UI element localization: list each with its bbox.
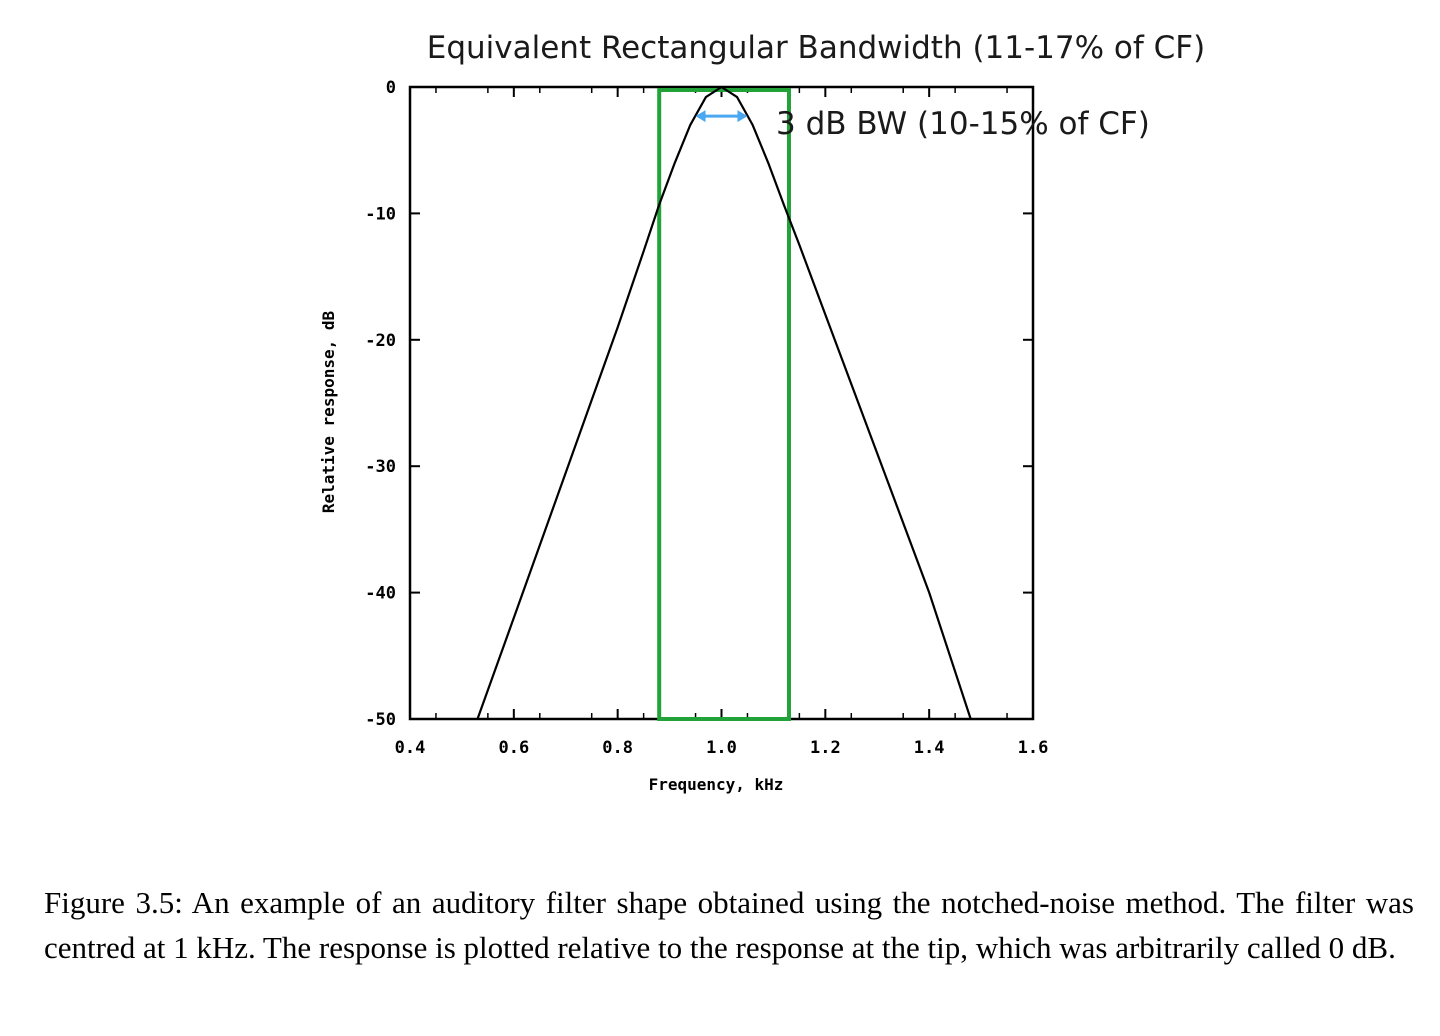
x-tick-label: 0.8 (602, 738, 633, 758)
chart: Equivalent Rectangular Bandwidth (11-17%… (319, 30, 1205, 794)
y-tick-label: -30 (365, 457, 396, 477)
y-tick-label: 0 (386, 78, 396, 98)
three-db-bw-arrowhead-right (737, 110, 748, 123)
three-db-bw-arrowhead-left (695, 110, 706, 123)
x-tick-label: 1.2 (810, 738, 841, 758)
figure-caption: Figure 3.5: An example of an auditory fi… (44, 885, 1414, 965)
chart-title: Equivalent Rectangular Bandwidth (11-17%… (427, 30, 1205, 66)
y-axis-label: Relative response, dB (319, 310, 338, 513)
y-tick-label: -10 (365, 204, 396, 224)
x-tick-label: 1.0 (706, 738, 737, 758)
y-tick-label: -40 (365, 584, 396, 604)
x-tick-label: 1.6 (1018, 738, 1049, 758)
x-tick-label: 0.6 (498, 738, 529, 758)
erb-rectangle (657, 88, 791, 721)
y-tick-label: -50 (365, 710, 396, 730)
plot-area: 0.4 0.6 0.8 1.0 1.2 1.4 1.6 0 -10 -20 -30 -40 -50 (365, 78, 1048, 758)
x-tick-label: 1.4 (914, 738, 945, 758)
filter-response-curve (476, 85, 972, 720)
three-db-bw-label: 3 dB BW (10-15% of CF) (776, 106, 1150, 142)
y-tick-label: -20 (365, 331, 396, 351)
x-axis-label: Frequency, kHz (649, 775, 784, 794)
x-tick-label: 0.4 (395, 738, 426, 758)
